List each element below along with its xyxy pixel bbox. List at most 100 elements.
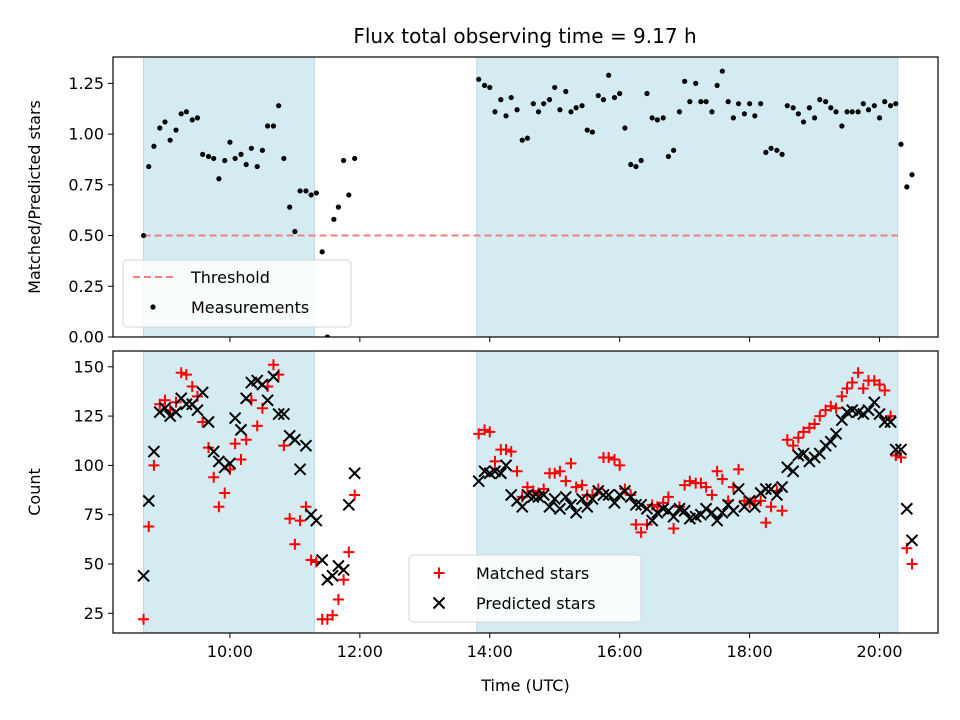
measurement-point [276,103,282,109]
legend-predicted-label: Predicted stars [476,594,596,613]
y-tick-label: 50 [84,554,104,573]
x-tick-label: 18:00 [727,642,773,661]
matched-star-point [554,465,566,477]
measurement-point [849,109,855,115]
measurement-point [898,141,904,147]
measurement-point [205,153,212,160]
matched-star-point [267,359,279,371]
predicted-star-point [207,445,220,458]
measurement-point [584,127,590,133]
measurement-point [254,163,260,170]
measurement-point [703,99,709,105]
predicted-star-point [569,506,583,519]
matched-star-point [846,377,858,389]
measurement-point [709,109,715,115]
predicted-star-point [326,569,339,583]
measurement-point [514,107,520,113]
matched-star-point [175,367,187,379]
measurement-point [606,72,612,78]
matched-star-point [885,410,897,422]
measurement-point [265,123,271,129]
measurement-point [281,155,287,162]
measurement-point [654,117,660,123]
matched-star-point [614,459,626,471]
predicted-star-point [348,467,361,480]
measurement-point [860,101,866,107]
matched-star-point [180,369,192,381]
predicted-star-point [299,439,313,452]
x-axis-label: Time (UTC) [480,676,569,695]
measurement-point [178,111,184,117]
predicted-star-point [527,490,540,504]
matched-star-point [500,444,512,456]
measurement-point [222,157,228,164]
matched-star-point [186,380,198,392]
predicted-star-point [634,498,648,512]
predicted-star-point [716,506,729,519]
matched-star-point [479,424,491,436]
measurement-point [248,145,254,151]
measurement-point [725,99,731,105]
matched-star-point [219,487,231,499]
predicted-star-point [196,386,209,399]
x-tick-label: 20:00 [856,642,902,661]
predicted-star-point [537,488,550,502]
matched-star-point [294,515,306,527]
measurement-point [644,90,650,97]
matched-star-point [229,438,241,450]
predicted-star-point [494,467,508,480]
predicted-star-point [645,514,659,527]
matched-star-point [484,426,496,438]
matched-star-point [278,440,290,452]
measurement-point [259,147,266,153]
matched-star-point [251,420,263,432]
predicted-star-point [905,534,919,547]
predicted-star-point [678,504,691,517]
legend-threshold-label: Threshold [190,268,270,287]
matched-star-point [549,467,561,479]
legend-measurement-swatch [150,304,156,310]
predicted-star-point [813,447,826,460]
y-tick-label: 75 [84,505,104,524]
y-axis-label: Matched/Predicted stars [25,100,44,294]
measurement-point [243,161,249,168]
measurement-point [676,109,683,115]
legend-matched-swatch [433,567,445,579]
measurement-point [622,125,628,131]
measurement-point [719,68,725,74]
matched-star-point [213,501,225,513]
matched-star-point [576,479,588,491]
measurement-point [297,188,303,194]
matched-star-point [327,609,339,621]
predicted-star-point [548,492,561,506]
measurement-point [687,99,693,105]
measurement-point [589,129,596,135]
predicted-star-point [900,502,914,515]
matched-star-point [792,432,804,444]
measurement-point [871,103,877,109]
matched-star-point [700,481,712,493]
measurement-point [146,163,152,170]
measurement-point [714,82,720,89]
measurement-point [800,119,807,125]
matched-star-point [830,402,842,414]
matched-star-point [332,593,344,605]
y-tick-label: 150 [73,357,104,376]
predicted-star-point [629,498,643,512]
measurement-point [524,135,531,141]
measurement-point [730,115,736,121]
measurement-point [595,92,601,99]
matched-star-point [349,489,361,501]
measurement-point [341,157,347,164]
predicted-star-point [829,427,843,441]
predicted-star-point [781,461,794,474]
measurement-point [200,151,206,157]
measurement-point [768,145,774,151]
predicted-star-point [272,407,285,421]
matched-star-point [208,471,220,483]
matched-star-point [608,453,620,465]
y-tick-label: 0.00 [68,328,104,347]
predicted-star-point [315,553,329,567]
matched-star-point [635,526,647,538]
measurement-point [600,97,607,103]
